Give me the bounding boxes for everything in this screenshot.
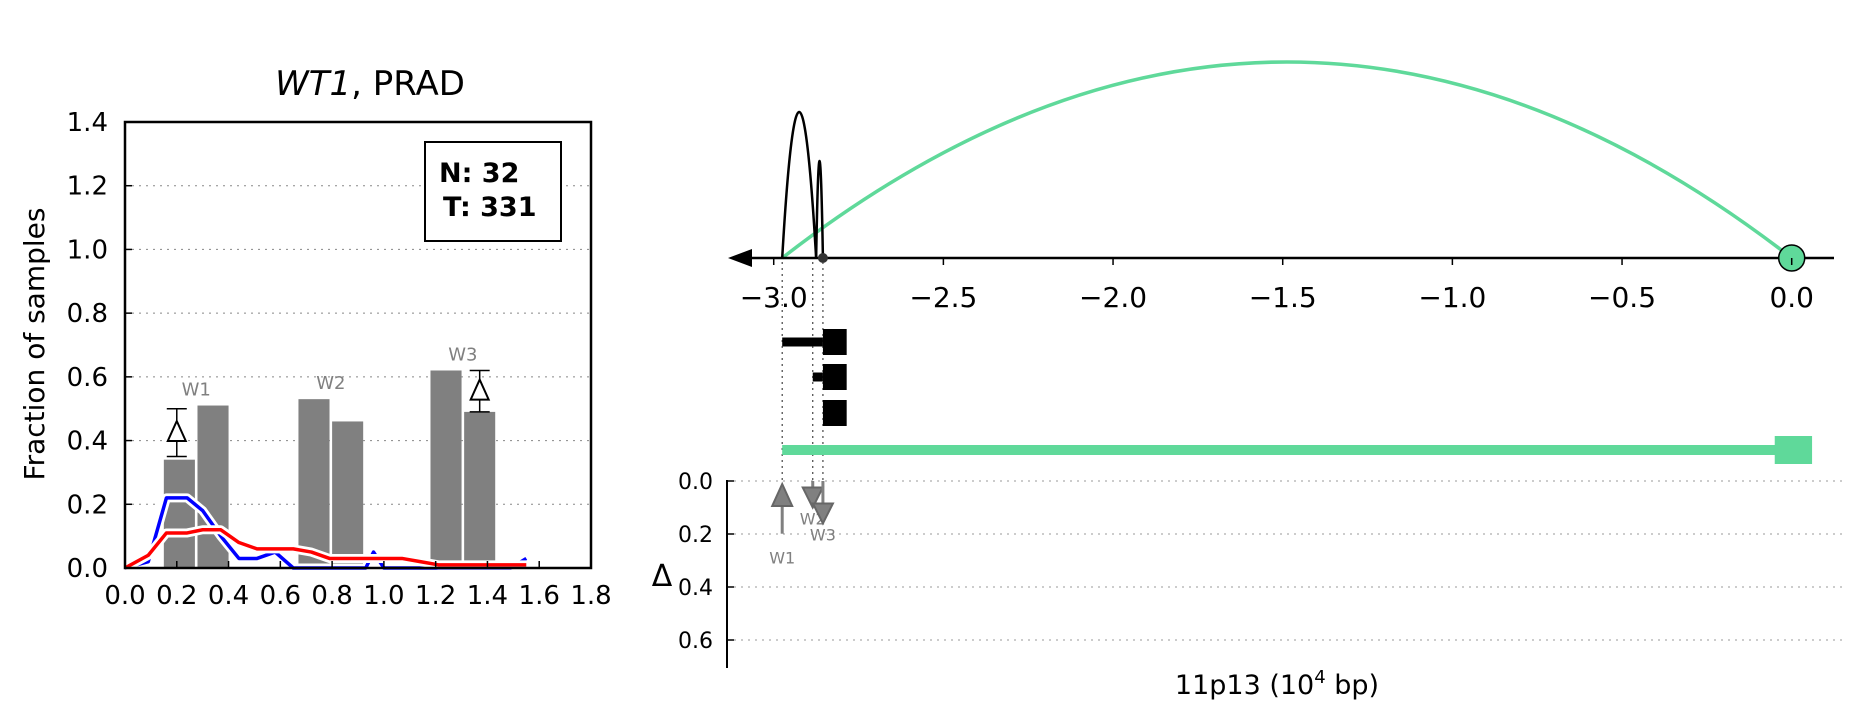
plot-frame (123, 120, 593, 570)
delta-axis-label: Δ (652, 559, 673, 594)
transcript-track (782, 329, 847, 426)
x-tick-label: −0.5 (1588, 281, 1656, 314)
delta-tick-label: 0.4 (678, 576, 713, 601)
x-tick-label: −1.5 (1249, 281, 1317, 314)
y-tick-label: 0.6 (67, 363, 108, 393)
x-label-sup: 4 (1314, 667, 1325, 688)
x-tick-label: −2.0 (1079, 281, 1147, 314)
delta-marker-label: W1 (769, 549, 795, 568)
window-guide-lines (781, 262, 824, 500)
y-tick-label: 0.2 (67, 490, 108, 520)
down-arrow-icon (811, 502, 835, 526)
histogram-title: WT1, PRAD (275, 64, 465, 104)
delta-icon (166, 418, 188, 443)
arc (814, 160, 825, 259)
arc (780, 111, 818, 259)
window-labels: W1 W2 W3 (182, 344, 478, 400)
x-tick-label: −1.0 (1418, 281, 1486, 314)
genomic-x-label: 11p13 (104 bp) (1175, 667, 1379, 701)
x-label-tail: bp) (1326, 670, 1379, 701)
delta-tick-label: 0.6 (678, 629, 713, 654)
delta-axis: Δ (652, 480, 728, 668)
title-cancer: , PRAD (351, 64, 465, 104)
bar (163, 459, 195, 568)
x-tick-label: 1.2 (415, 581, 456, 611)
y-tick-label: 0.8 (67, 299, 108, 329)
bar (464, 411, 496, 568)
x-tick-label: 0.4 (208, 581, 249, 611)
delta-markers (166, 369, 491, 458)
x-tick-label: −3.0 (740, 281, 808, 314)
up-arrow-icon (770, 481, 794, 507)
delta-tick-label: 0.0 (678, 470, 713, 495)
bars-layer (163, 370, 496, 568)
green-track-cap (1774, 436, 1813, 464)
x-tick-label: −2.5 (909, 281, 977, 314)
x-tick-label: 1.6 (519, 581, 560, 611)
window-label: W1 (182, 380, 211, 401)
arcs-layer (780, 60, 1793, 260)
x-label-main: 11p13 (10 (1175, 670, 1314, 701)
green-track (782, 436, 1813, 464)
strand-arrow-icon (728, 249, 752, 267)
genomic-x-ticks: −3.0 −2.5 −2.0 −1.5 −1.0 −0.5 0.0 (740, 258, 1814, 314)
bar (430, 370, 462, 568)
series-line (124, 528, 527, 570)
x-tick-label: 0.0 (1769, 281, 1814, 314)
x-tick-label: 0.8 (311, 581, 352, 611)
delta-grid: 0.0 0.2 0.4 0.6 (678, 470, 1846, 654)
x-axis-ticks: 0.0 0.2 0.4 0.6 0.8 1.0 1.2 1.4 1.6 1.8 (104, 561, 612, 611)
y-tick-label: 1.0 (67, 235, 108, 265)
anchor-dot-icon (817, 253, 828, 263)
arc (781, 60, 1793, 260)
y-tick-label: 0.0 (67, 554, 108, 584)
delta-marker-label: W3 (810, 525, 836, 544)
y-tick-label: 1.2 (67, 172, 108, 202)
tumor-count: T: 331 (443, 192, 537, 223)
window-label: W2 (316, 373, 345, 394)
x-tick-label: 0.6 (260, 581, 301, 611)
transcript-exon (822, 329, 847, 355)
y-tick-label: 1.4 (67, 108, 108, 138)
transcript-exon (822, 400, 847, 426)
x-tick-label: 0.0 (104, 581, 145, 611)
x-tick-label: 1.8 (570, 581, 611, 611)
x-tick-label: 0.2 (156, 581, 197, 611)
window-label: W3 (448, 344, 477, 365)
sample-count-box: N: 32 T: 331 (424, 141, 562, 242)
histogram-panel: WT1, PRAD Fraction of samples W1 W2 W3 0.0… (18, 64, 612, 611)
bar (332, 421, 364, 568)
arc-diagram-panel: −3.0 −2.5 −2.0 −1.5 −1.0 −0.5 0.0 Δ 0.00.20.40… (652, 60, 1846, 701)
x-tick-label: 1.0 (363, 581, 404, 611)
y-axis-ticks: 0.0 0.2 0.4 0.6 0.8 1.0 1.2 1.4 (67, 108, 132, 584)
delta-tick-label: 0.2 (678, 523, 713, 548)
bar (298, 399, 330, 568)
delta-icon (469, 377, 491, 401)
y-axis-label: Fraction of samples (18, 208, 51, 481)
transcript-exon (822, 364, 847, 390)
title-gene: WT1 (275, 64, 351, 104)
count-box-frame (424, 141, 562, 242)
x-tick-label: 1.4 (467, 581, 508, 611)
down-arrow-icon (801, 486, 825, 510)
normal-count: N: 32 (439, 158, 519, 189)
y-tick-label: 0.4 (67, 427, 108, 457)
